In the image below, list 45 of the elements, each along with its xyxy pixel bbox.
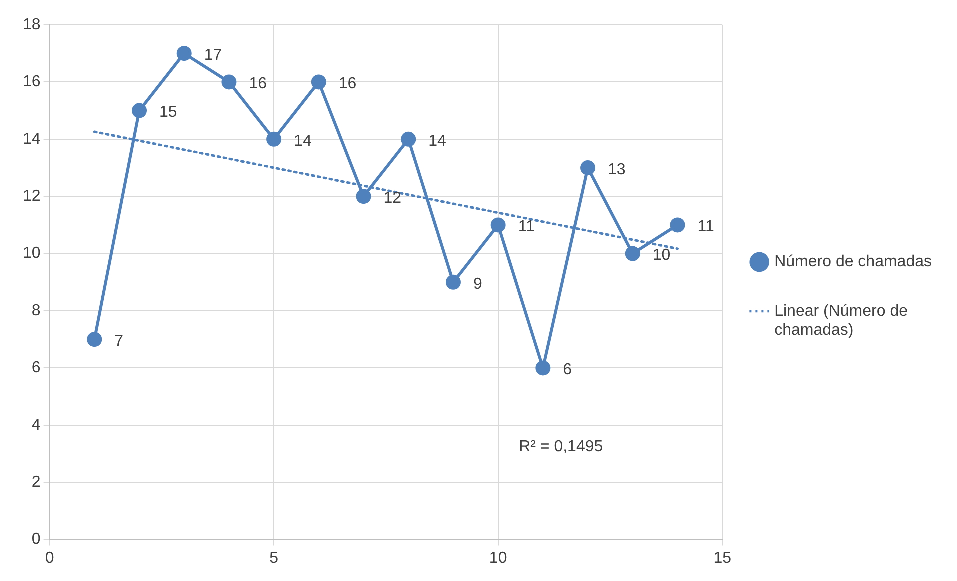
data-label: 9 xyxy=(473,276,482,293)
y-tick-label: 10 xyxy=(23,245,41,262)
annotation: R² = 0,1495 xyxy=(519,438,604,456)
point xyxy=(670,218,686,233)
point xyxy=(580,160,596,176)
data-label: 12 xyxy=(384,190,402,208)
point xyxy=(401,132,416,147)
legend-label: Número de chamadas xyxy=(774,254,932,271)
x-tick-label: 10 xyxy=(489,550,508,567)
point xyxy=(87,332,102,348)
x-tick-label: 0 xyxy=(45,550,54,567)
point xyxy=(132,103,147,118)
point xyxy=(490,218,506,233)
x-tick-label: 5 xyxy=(270,550,279,567)
data-label: 14 xyxy=(294,132,312,150)
y-tick-label: 14 xyxy=(23,130,41,148)
data-label: 13 xyxy=(608,161,626,178)
data-label: 7 xyxy=(114,333,124,350)
point xyxy=(356,189,372,204)
y-tick-label: 12 xyxy=(23,188,41,206)
data-label: 10 xyxy=(652,247,671,264)
data-label: 16 xyxy=(338,76,357,93)
point xyxy=(311,74,326,90)
y-tick-label: 18 xyxy=(23,16,41,34)
y-tick-label: 6 xyxy=(32,360,41,377)
y-tick-label: 8 xyxy=(32,302,41,320)
point xyxy=(176,46,192,62)
y-tick-label: 4 xyxy=(32,416,41,434)
point xyxy=(266,132,282,147)
y-tick-label: 0 xyxy=(32,531,41,548)
y-tick-label: 16 xyxy=(23,74,41,91)
data-label: 6 xyxy=(563,362,572,379)
data-label: 15 xyxy=(160,104,178,122)
data-label: 14 xyxy=(428,132,447,150)
legend-label: Linear (Número de chamadas) xyxy=(774,302,908,340)
point xyxy=(446,274,461,290)
point xyxy=(536,360,551,376)
point xyxy=(222,74,237,90)
data-label: 16 xyxy=(249,76,268,93)
data-label: 11 xyxy=(518,218,536,236)
data-label: 17 xyxy=(204,47,222,64)
data-label: 11 xyxy=(698,218,714,236)
point xyxy=(625,246,640,262)
x-tick-label: 15 xyxy=(714,550,732,567)
y-tick-label: 2 xyxy=(32,474,41,492)
